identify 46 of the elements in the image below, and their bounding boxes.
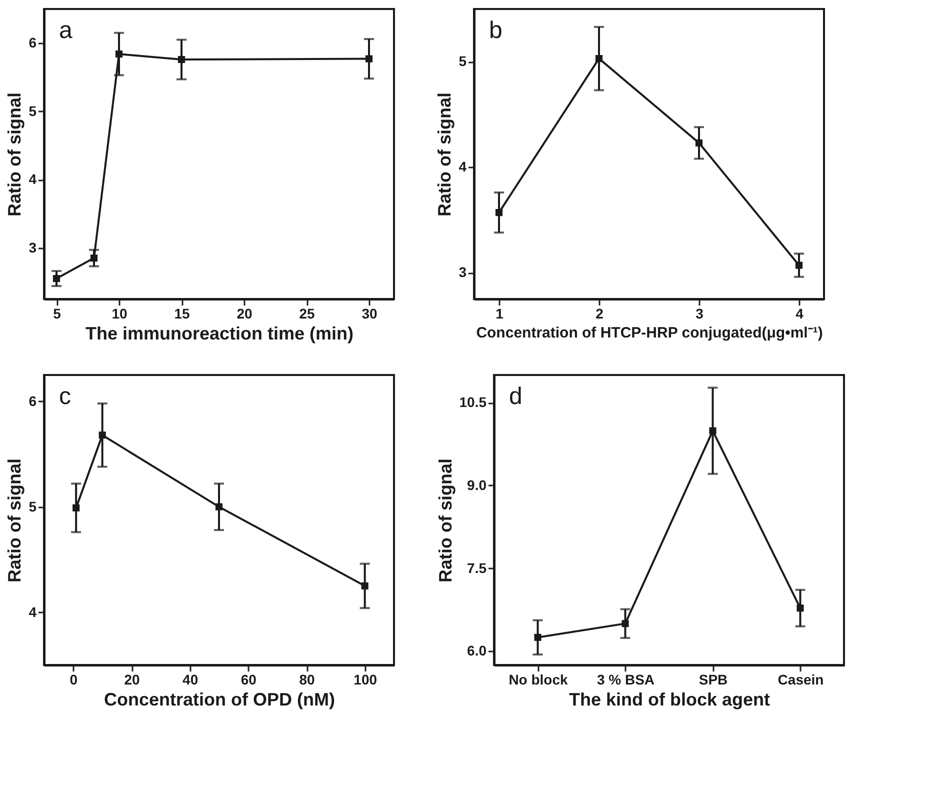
- y-tick-label: 4: [28, 171, 37, 188]
- x-axis-title: Concentration of OPD (nM): [104, 690, 335, 710]
- x-tick-label: 100: [354, 672, 378, 688]
- x-tick-label: 30: [362, 306, 378, 322]
- x-axis-title: The immunoreaction time (min): [85, 324, 354, 344]
- x-tick-label: 20: [124, 672, 140, 688]
- x-tick-label: No block: [508, 672, 568, 688]
- x-tick-label: 3 % BSA: [596, 672, 655, 688]
- y-tick-label: 6: [28, 34, 37, 51]
- annotation: c: [59, 383, 71, 410]
- x-tick-label: Casein: [778, 672, 824, 688]
- y-axis-title: Ratio of signal: [435, 458, 456, 583]
- x-tick-label: 60: [240, 672, 257, 688]
- y-tick-label: 4: [458, 158, 467, 175]
- x-tick-label: 5: [53, 306, 62, 322]
- y-tick-label: 3: [28, 239, 37, 256]
- y-tick-label: 5: [458, 53, 467, 70]
- annotation: b: [489, 17, 502, 44]
- y-tick-label: 5: [28, 102, 37, 119]
- y-axis-title: Ratio of signal: [4, 458, 25, 583]
- x-tick-label: 25: [299, 306, 315, 322]
- y-tick-label: 3: [458, 264, 467, 280]
- x-tick-label: 15: [174, 306, 190, 322]
- annotation: d: [509, 383, 522, 410]
- y-tick-label: 9.0: [467, 476, 487, 493]
- x-tick-label: 2: [596, 306, 604, 322]
- x-tick-label: SPB: [698, 672, 728, 688]
- y-tick-label: 6.0: [467, 642, 487, 659]
- y-tick-label: 7.5: [467, 560, 487, 576]
- x-tick-label: 40: [182, 672, 198, 688]
- y-tick-label: 5: [28, 498, 37, 514]
- x-tick-label: 3: [696, 306, 704, 322]
- y-tick-label: 10.5: [459, 394, 487, 410]
- x-tick-label: 0: [70, 672, 78, 688]
- x-tick-label: 4: [796, 306, 804, 322]
- annotation: a: [59, 17, 73, 44]
- y-axis-title: Ratio of signal: [434, 92, 455, 217]
- x-axis-title: Concentration of HTCP-HRP conjugated(μg•ml⁻¹): [476, 324, 823, 342]
- y-axis-title: Ratio of signal: [4, 92, 25, 217]
- x-axis-title: The kind of block agent: [568, 690, 770, 710]
- y-tick-label: 4: [28, 604, 37, 620]
- y-tick-label: 6: [28, 392, 37, 409]
- x-tick-label: 20: [236, 306, 252, 322]
- x-tick-label: 1: [496, 306, 504, 322]
- x-tick-label: 80: [299, 672, 315, 688]
- x-tick-label: 10: [112, 306, 128, 322]
